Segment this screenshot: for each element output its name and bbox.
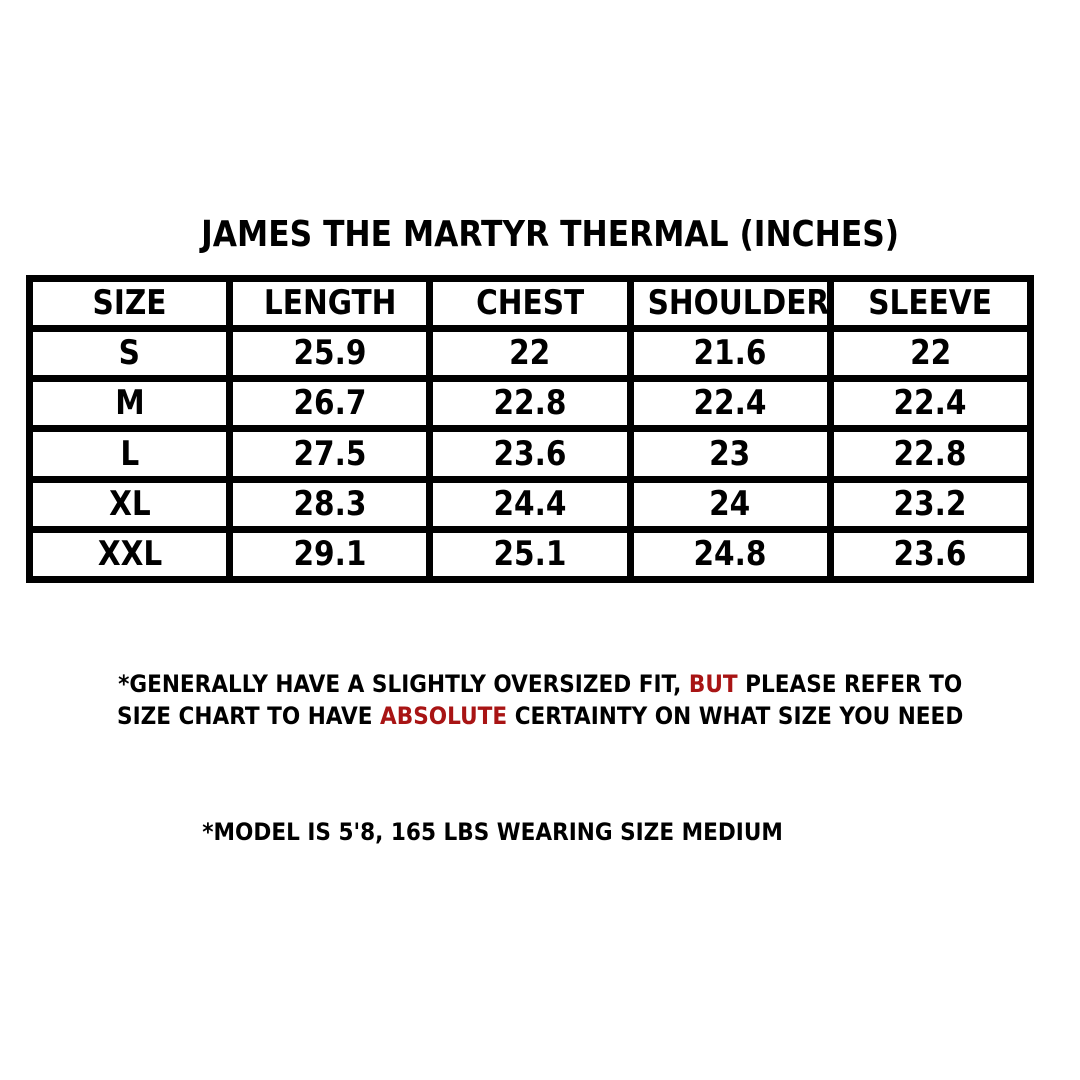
header-label: SIZE — [92, 283, 167, 324]
header-label: SLEEVE — [868, 283, 993, 324]
table-cell: 23.6 — [826, 525, 1035, 584]
header-cell: CHEST — [426, 274, 634, 333]
table-cell: 24 — [626, 475, 834, 533]
cell-value: 22 — [909, 333, 951, 374]
table-cell: 22 — [826, 325, 1035, 383]
table-cell: XXL — [25, 525, 234, 584]
table-row: M 26.7 22.8 22.4 22.4 — [25, 375, 1035, 433]
size-chart-table: SIZE LENGTH CHEST SHOULDER SLEEVE S 25.9 22 21.6… — [25, 274, 1035, 584]
header-cell: LENGTH — [226, 274, 434, 333]
cell-value: XL — [108, 483, 151, 524]
table-cell: 22.4 — [626, 375, 834, 433]
fit-note-highlight: ABSOLUTE — [379, 702, 508, 730]
table-cell: 24.8 — [626, 525, 834, 584]
table-cell: 21.6 — [626, 325, 834, 383]
cell-value: 26.7 — [293, 383, 367, 424]
table-cell: S — [25, 325, 234, 383]
fit-note-text: SIZE CHART TO HAVE — [116, 702, 380, 730]
table-cell: 24.4 — [426, 475, 634, 533]
table-cell: 28.3 — [226, 475, 434, 533]
fit-note: *GENERALLY HAVE A SLIGHTLY OVERSIZED FIT… — [0, 668, 1080, 732]
fit-note-text: PLEASE REFER TO — [737, 670, 963, 698]
cell-value: 22 — [509, 333, 551, 374]
cell-value: 27.5 — [293, 433, 367, 474]
table-cell: 23.2 — [826, 475, 1035, 533]
header-row: SIZE LENGTH CHEST SHOULDER SLEEVE — [25, 274, 1035, 333]
table-cell: 22.8 — [426, 375, 634, 433]
cell-value: L — [120, 433, 140, 474]
table-cell: 29.1 — [226, 525, 434, 584]
cell-value: 21.6 — [693, 333, 767, 374]
cell-value: 23.6 — [493, 433, 567, 474]
cell-value: 23 — [709, 433, 751, 474]
table-cell: 23 — [626, 425, 834, 483]
table-cell: 27.5 — [226, 425, 434, 483]
table-row: XL 28.3 24.4 24 23.2 — [25, 475, 1035, 533]
table-cell: XL — [25, 475, 234, 533]
header-label: SHOULDER — [647, 283, 829, 324]
cell-value: 25.9 — [293, 333, 367, 374]
cell-value: 29.1 — [293, 533, 367, 574]
table-cell: 22 — [426, 325, 634, 383]
fit-note-text: CERTAINTY ON WHAT SIZE YOU NEED — [507, 702, 964, 730]
cell-value: 22.8 — [493, 383, 567, 424]
table-cell: 26.7 — [226, 375, 434, 433]
table-cell: L — [25, 425, 234, 483]
header-cell: SIZE — [25, 274, 234, 333]
table-cell: 23.6 — [426, 425, 634, 483]
table-cell: M — [25, 375, 234, 433]
table-row: L 27.5 23.6 23 22.8 — [25, 425, 1035, 483]
cell-value: 23.2 — [893, 483, 967, 524]
cell-value: 25.1 — [493, 533, 567, 574]
header-label: CHEST — [475, 283, 585, 324]
cell-value: 24.8 — [693, 533, 767, 574]
cell-value: 23.6 — [893, 533, 967, 574]
fit-note-highlight: BUT — [688, 670, 738, 698]
table-cell: 25.9 — [226, 325, 434, 383]
table-row: XXL 29.1 25.1 24.8 23.6 — [25, 525, 1035, 584]
chart-title: JAMES THE MARTYR THERMAL (INCHES) — [201, 214, 899, 255]
header-cell: SHOULDER — [626, 274, 834, 333]
cell-value: 24 — [709, 483, 751, 524]
table-cell: 22.8 — [826, 425, 1035, 483]
table-row: S 25.9 22 21.6 22 — [25, 325, 1035, 383]
cell-value: 28.3 — [293, 483, 367, 524]
cell-value: M — [114, 383, 145, 424]
table-cell: 25.1 — [426, 525, 634, 584]
cell-value: 22.4 — [893, 383, 967, 424]
header-label: LENGTH — [263, 283, 397, 324]
cell-value: 22.8 — [893, 433, 967, 474]
fit-note-text: *GENERALLY HAVE A SLIGHTLY OVERSIZED FIT… — [117, 670, 689, 698]
cell-value: 22.4 — [693, 383, 767, 424]
cell-value: XXL — [97, 533, 162, 574]
model-note: *MODEL IS 5'8, 165 LBS WEARING SIZE MEDI… — [202, 818, 784, 846]
cell-value: 24.4 — [493, 483, 567, 524]
cell-value: S — [118, 333, 141, 374]
table-cell: 22.4 — [826, 375, 1035, 433]
header-cell: SLEEVE — [826, 274, 1035, 333]
